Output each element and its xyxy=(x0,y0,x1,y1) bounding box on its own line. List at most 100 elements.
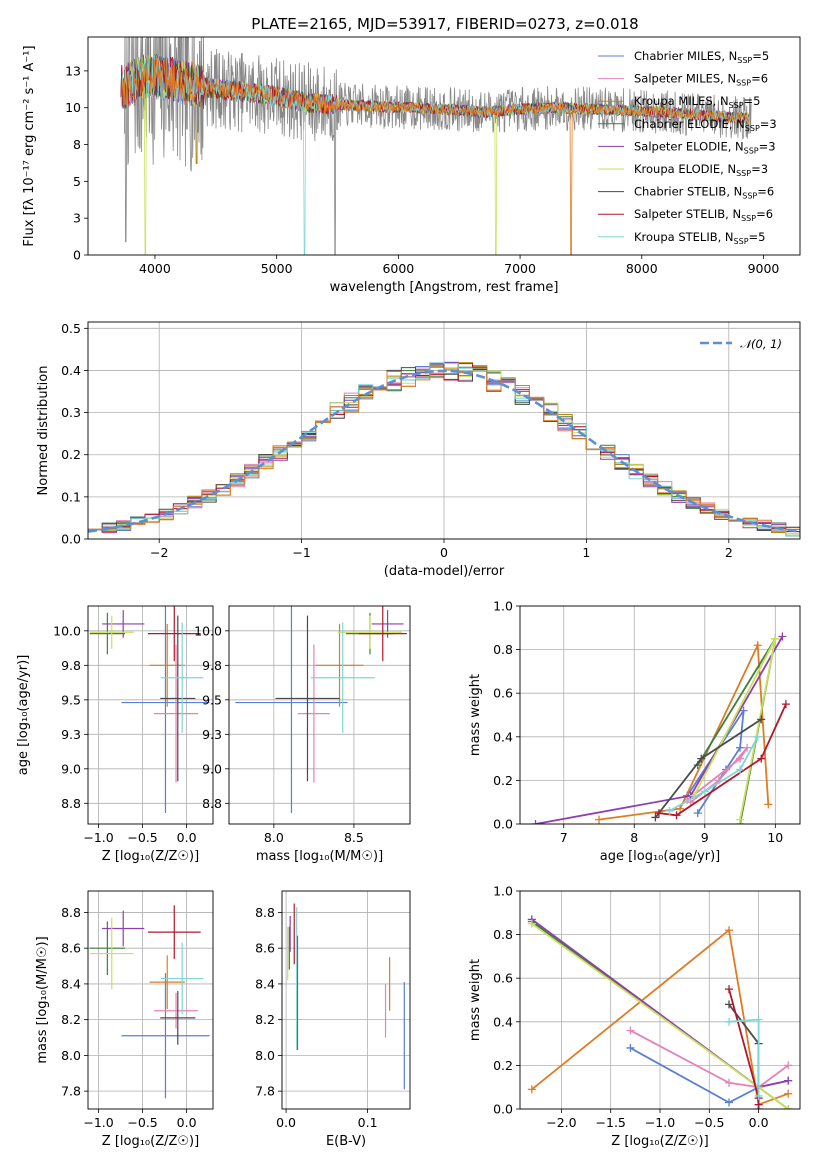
axes-frame xyxy=(87,605,214,825)
weight-marker xyxy=(753,732,762,741)
weight-marker xyxy=(736,815,745,824)
x-tick-label: −1.5 xyxy=(596,1115,626,1130)
axes-frame xyxy=(281,890,411,1110)
weight-marker xyxy=(781,700,790,709)
weight-marker xyxy=(672,811,681,820)
y-axis-label: Flux [fλ 10⁻¹⁷ erg cm⁻² s⁻¹ A⁻¹] xyxy=(22,45,37,246)
x-tick-label: 2 xyxy=(725,545,733,560)
weight-marker xyxy=(626,1043,635,1052)
axes-frame xyxy=(519,605,801,825)
x-tick-label: −0.5 xyxy=(127,830,157,845)
x-tick-label: 6000 xyxy=(382,261,414,276)
x-axis-label: (data-model)/error xyxy=(384,564,505,579)
x-tick-label: 0 xyxy=(440,545,448,560)
weight-marker xyxy=(784,1076,793,1085)
y-tick-label: 0.4 xyxy=(61,363,81,378)
weight-marker xyxy=(697,754,706,763)
weight-marker xyxy=(676,804,685,813)
x-tick-label: 0.0 xyxy=(276,1115,296,1130)
y-tick-label: 0.5 xyxy=(61,321,81,336)
y-axis-label: mass [log₁₀(M/M☉)] xyxy=(35,936,50,1063)
weight-marker xyxy=(725,1000,734,1009)
weight-marker xyxy=(725,926,734,935)
weight-marker xyxy=(693,809,702,818)
weight-marker xyxy=(654,809,663,818)
x-tick-label: −0.5 xyxy=(127,1115,157,1130)
y-tick-label: 8.2 xyxy=(255,1012,275,1027)
y-axis-label: age [log₁₀(age/yr)] xyxy=(16,655,31,776)
x-tick-label: −1.0 xyxy=(645,1115,675,1130)
y-tick-label: 0 xyxy=(73,248,81,263)
age-vs-mass-panel: 8.0 8.5 8.8 9.0 9.3 9.5 9.8 10.0 mass [log₁₀(M/M… xyxy=(194,605,411,864)
legend-entry: Chabrier MILES, NSSP=5 xyxy=(634,49,769,65)
weight-marker xyxy=(626,1026,635,1035)
mass-vs-extinction-panel: 0.0 0.1 7.8 8.0 8.2 8.4 8.6 8.8 E(B-V) xyxy=(255,890,411,1149)
x-tick-label: 0.0 xyxy=(177,830,197,845)
x-tick-label: 8.5 xyxy=(344,830,364,845)
weight-marker xyxy=(778,632,787,641)
y-tick-label: 8.6 xyxy=(255,941,275,956)
y-tick-label: 8.8 xyxy=(61,905,81,920)
x-tick-label: −1.0 xyxy=(83,830,113,845)
axes-frame xyxy=(228,605,411,825)
x-tick-label: 7 xyxy=(560,830,568,845)
legend-entry: Kroupa ELODIE, NSSP=3 xyxy=(634,162,768,178)
weight-line xyxy=(658,703,787,817)
x-tick-label: 10 xyxy=(767,830,783,845)
weight-marker xyxy=(754,1015,763,1024)
y-tick-label: 8.0 xyxy=(61,1048,81,1063)
y-tick-label: 0.2 xyxy=(493,1058,513,1073)
x-tick-label: −1.0 xyxy=(83,1115,113,1130)
normal-curve xyxy=(88,369,800,533)
y-tick-label: 0.0 xyxy=(61,532,81,547)
weight-marker xyxy=(665,806,674,815)
x-tick-label: −2.0 xyxy=(546,1115,576,1130)
y-axis-label: Normed distribution xyxy=(36,366,51,496)
weight-marker xyxy=(725,985,734,994)
weight-marker xyxy=(784,1105,793,1109)
y-tick-label: 5 xyxy=(73,174,81,189)
weight-line xyxy=(598,641,770,821)
weight-line xyxy=(629,1029,789,1089)
y-tick-label: 10.0 xyxy=(194,623,222,638)
y-tick-label: 0.0 xyxy=(493,1102,513,1117)
y-tick-label: 8.8 xyxy=(202,796,222,811)
weight-marker xyxy=(784,1061,793,1070)
spectrum-line xyxy=(120,56,750,124)
y-tick-label: 8.2 xyxy=(61,1012,81,1027)
weight-marker xyxy=(771,634,780,643)
x-tick-label: 7000 xyxy=(504,261,536,276)
x-tick-label: 8000 xyxy=(626,261,658,276)
residuals-panel: −2 −1 0 1 2 0.0 0.1 0.2 0.3 0.4 0.5 (data-model)/er… xyxy=(36,321,801,579)
y-tick-label: 0.4 xyxy=(493,1014,513,1029)
y-tick-label: 9.3 xyxy=(202,727,222,742)
y-tick-label: 9.0 xyxy=(61,761,81,776)
weight-marker xyxy=(700,787,709,796)
residual-histogram xyxy=(88,363,800,533)
mass-weight-vs-metallicity-panel: −2.0 −1.5 −1.0 −0.5 0.0 0.0 0.2 0.4 0.6 0.8 1.0 Z [… xyxy=(468,884,801,1149)
x-axis-label: Z [log₁₀(Z/Z☉)] xyxy=(611,1134,708,1149)
y-tick-label: 0.2 xyxy=(61,447,81,462)
x-tick-label: 8.0 xyxy=(264,830,284,845)
y-tick-label: 0.3 xyxy=(61,405,81,420)
weight-marker xyxy=(527,919,536,928)
legend-entry: Salpeter STELIB, NSSP=6 xyxy=(634,207,773,223)
spectrum-line xyxy=(120,57,750,255)
weight-line xyxy=(669,736,759,812)
weight-marker xyxy=(725,1017,734,1026)
x-axis-label: mass [log₁₀(M/M☉)] xyxy=(256,849,383,864)
y-tick-label: 1.0 xyxy=(493,599,513,614)
y-tick-label: 0.1 xyxy=(61,489,81,504)
x-tick-label: 9 xyxy=(701,830,709,845)
y-tick-label: 0.8 xyxy=(493,927,513,942)
weight-marker xyxy=(531,820,540,824)
axes-frame xyxy=(87,890,214,1110)
y-tick-label: 0.2 xyxy=(493,773,513,788)
x-tick-label: 9000 xyxy=(748,261,780,276)
y-tick-label: 8.6 xyxy=(61,941,81,956)
y-axis-label: mass weight xyxy=(468,674,483,756)
x-axis-label: age [log₁₀(age/yr)] xyxy=(600,849,721,864)
legend-entry: Salpeter MILES, NSSP=6 xyxy=(634,72,768,88)
y-tick-label: 13 xyxy=(65,63,81,78)
